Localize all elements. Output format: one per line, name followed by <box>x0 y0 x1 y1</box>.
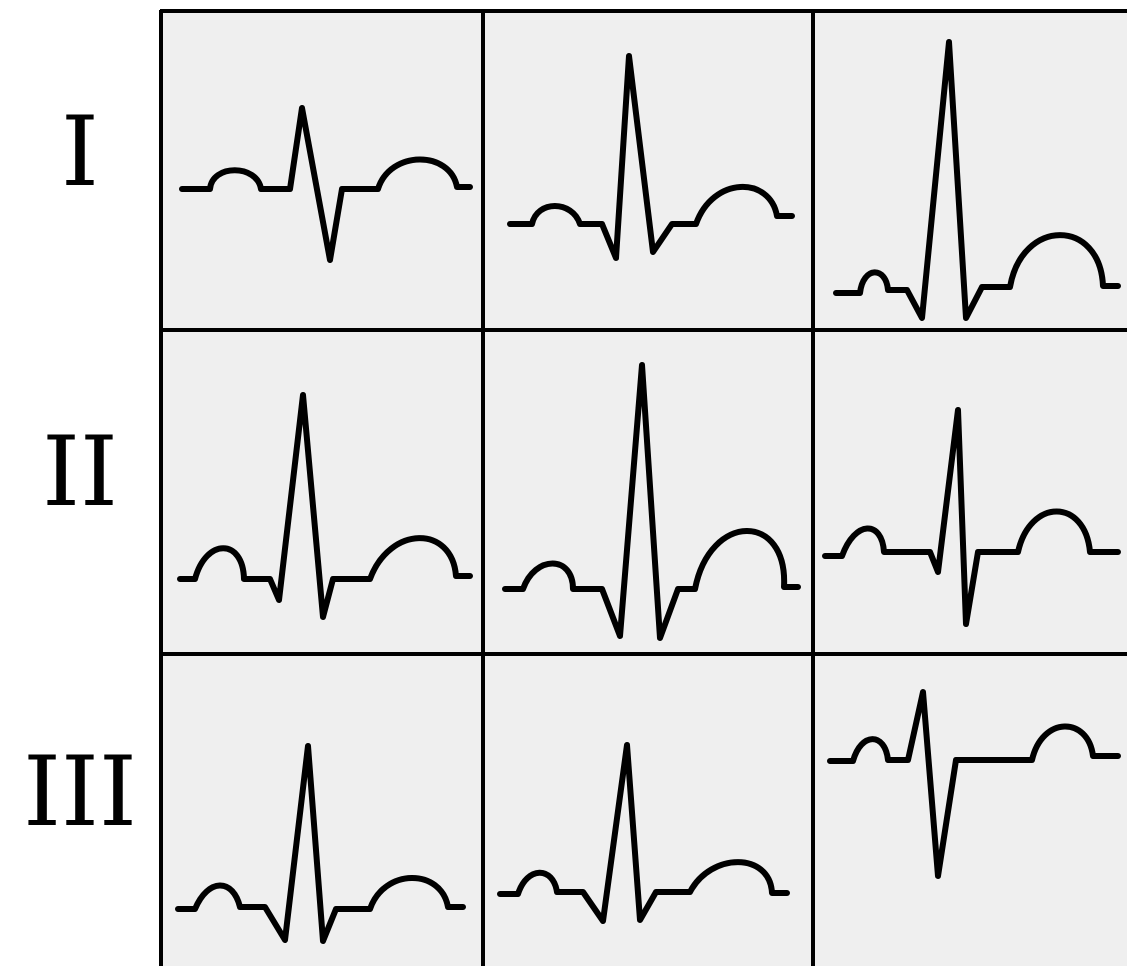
waveform-ii-3 <box>822 407 1121 627</box>
grid-lines <box>159 9 1127 966</box>
waveform-i-2 <box>507 53 795 261</box>
waveform-iii-2 <box>497 742 790 924</box>
waveform-i-1 <box>179 105 473 263</box>
waveform-iii-3 <box>827 689 1121 879</box>
lead-label-iii: III <box>23 736 137 848</box>
waveform-ii-2 <box>502 362 801 641</box>
waveform-iii-1 <box>175 743 466 944</box>
waveform-ii-1 <box>177 392 473 620</box>
lead-label-ii: II <box>42 416 118 528</box>
lead-label-i: I <box>61 96 99 208</box>
waveform-i-3 <box>833 39 1121 321</box>
